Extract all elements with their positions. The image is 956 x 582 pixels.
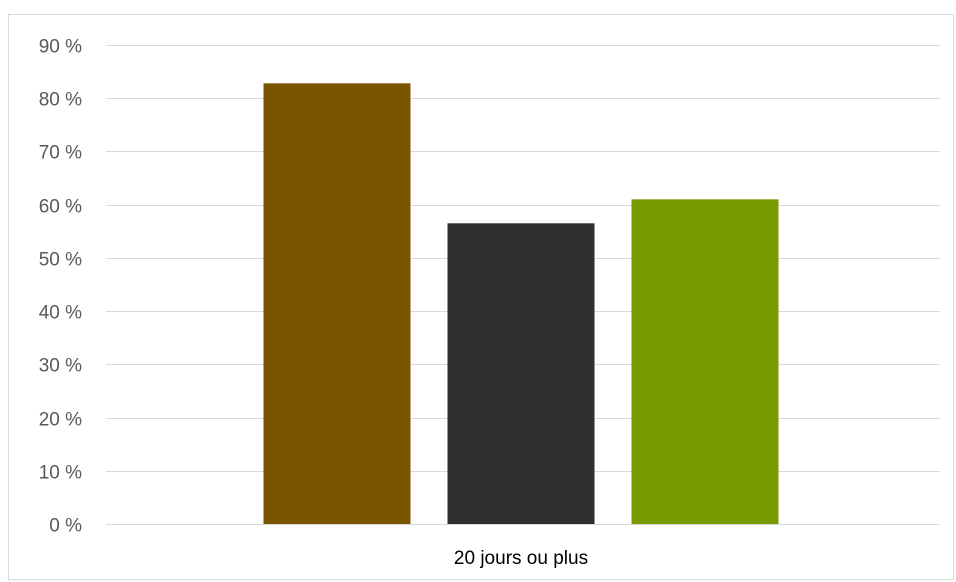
bar-series-1 bbox=[263, 83, 411, 524]
y-axis-tick-labels: 0 % 10 % 20 % 30 % 40 % 50 % 60 % 70 % 80 % 90 % bbox=[39, 37, 82, 537]
x-category-label: 20 jours ou plus bbox=[454, 548, 588, 569]
x-axis-category-labels: 20 jours ou plus bbox=[454, 548, 588, 569]
y-tick-label: 50 % bbox=[39, 250, 82, 271]
bar-series-3 bbox=[631, 199, 779, 524]
y-tick-label: 80 % bbox=[39, 90, 82, 111]
y-tick-label: 70 % bbox=[39, 143, 82, 164]
y-tick-label: 90 % bbox=[39, 37, 82, 58]
y-tick-label: 60 % bbox=[39, 197, 82, 218]
y-tick-label: 40 % bbox=[39, 303, 82, 324]
y-tick-label: 0 % bbox=[49, 516, 82, 537]
y-tick-label: 10 % bbox=[39, 463, 82, 484]
bars bbox=[263, 83, 779, 525]
y-tick-label: 30 % bbox=[39, 356, 82, 377]
bar-series-2 bbox=[447, 223, 595, 525]
y-tick-label: 20 % bbox=[39, 410, 82, 431]
gridlines bbox=[106, 45, 940, 525]
